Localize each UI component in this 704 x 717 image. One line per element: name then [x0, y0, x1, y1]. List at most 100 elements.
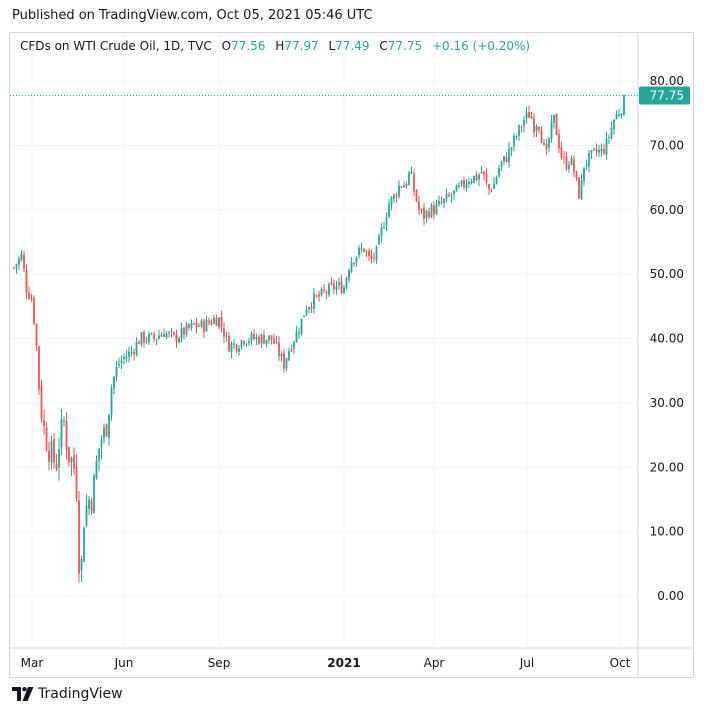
- candle-body: [253, 334, 255, 339]
- last-price-badge: [639, 86, 690, 105]
- candle-body: [108, 414, 110, 438]
- candle-body: [198, 326, 200, 328]
- candle-body: [98, 448, 100, 462]
- candle-body: [230, 343, 233, 352]
- legend-open-label: O: [221, 39, 232, 53]
- candle-body: [593, 148, 595, 150]
- candle-body: [215, 318, 218, 326]
- footer-brand[interactable]: TradingView: [12, 686, 123, 702]
- candle-body: [85, 505, 88, 526]
- candle-body: [535, 126, 538, 132]
- candle-body: [548, 138, 550, 148]
- x-tick-label: Jun: [114, 656, 134, 670]
- legend-change-value: +0.16 (+0.20%): [431, 39, 531, 53]
- candle-body: [605, 138, 608, 155]
- candle-body: [580, 180, 583, 200]
- candle-body: [25, 270, 28, 293]
- candle-body: [105, 424, 108, 437]
- candle-body: [440, 202, 443, 204]
- candle-body: [600, 148, 603, 152]
- candle-body: [143, 331, 145, 343]
- candle-body: [348, 270, 350, 280]
- candle-body: [208, 320, 210, 323]
- last-price-label: 77.75: [650, 88, 684, 102]
- candle-body: [403, 185, 405, 188]
- candle-body: [385, 217, 388, 226]
- candle-body: [133, 352, 135, 355]
- candle-body: [430, 204, 433, 217]
- candle-body: [560, 146, 563, 158]
- candle-body: [520, 126, 523, 128]
- chart-frame: [9, 32, 694, 678]
- candle-body: [228, 336, 230, 352]
- candle-body: [465, 184, 468, 189]
- x-tick-label: Apr: [424, 656, 445, 670]
- candle-body: [290, 349, 293, 351]
- legend-symbol: CFDs on WTI Crude Oil, 1D, TVC: [20, 39, 212, 53]
- legend-low-value: 77.49: [335, 39, 370, 53]
- candle-body: [223, 328, 225, 337]
- candle-body: [48, 451, 50, 462]
- candle-body: [583, 167, 585, 182]
- candle-body: [13, 267, 15, 269]
- y-tick-label: 30.00: [650, 396, 684, 410]
- candle-body: [238, 348, 240, 352]
- candle-body: [598, 150, 600, 153]
- legend-high-label: H: [275, 39, 285, 53]
- candle-body: [618, 114, 620, 116]
- candle-body: [438, 200, 440, 205]
- candle-body: [345, 278, 348, 289]
- tradingview-logo-icon: [12, 687, 34, 701]
- candle-body: [608, 137, 610, 139]
- candle-body: [248, 341, 250, 343]
- candle-body: [220, 317, 223, 327]
- candle-body: [18, 258, 20, 265]
- candle-body: [268, 335, 270, 341]
- candle-body: [563, 157, 565, 159]
- candle-body: [395, 195, 398, 197]
- candle-body: [405, 183, 408, 187]
- candle-body: [320, 288, 323, 296]
- candle-body: [595, 149, 598, 152]
- candle-body: [70, 457, 73, 463]
- candle-body: [303, 315, 305, 318]
- candle-body: [270, 335, 273, 340]
- candle-body: [323, 289, 325, 292]
- legend-close-value: 77.75: [387, 39, 423, 53]
- candle-body: [155, 339, 158, 341]
- candle-body: [338, 282, 340, 286]
- candle-body: [40, 386, 43, 420]
- candle-body: [130, 351, 133, 353]
- candle-body: [533, 118, 535, 133]
- candle-body: [568, 164, 570, 170]
- candle-body: [415, 190, 418, 202]
- candle-body: [123, 357, 125, 359]
- candle-body: [245, 343, 248, 345]
- candle-body: [118, 363, 120, 366]
- candle-body: [475, 174, 478, 181]
- y-tick-label: 60.00: [650, 203, 684, 217]
- candle-body: [335, 286, 338, 290]
- candle-body: [240, 340, 243, 347]
- candle-body: [530, 116, 533, 119]
- candle-body: [565, 156, 568, 170]
- candle-body: [573, 159, 575, 173]
- candle-body: [365, 251, 368, 253]
- candle-body: [273, 338, 275, 344]
- candle-body: [83, 527, 85, 562]
- candle-body: [330, 282, 333, 285]
- y-tick-label: 0.00: [657, 589, 684, 603]
- candle-body: [545, 143, 548, 149]
- candle-body: [585, 165, 588, 167]
- candle-body: [328, 284, 330, 295]
- candle-body: [360, 248, 363, 250]
- candle-body: [175, 333, 178, 342]
- candle-body: [35, 324, 38, 346]
- candle-body: [463, 180, 465, 187]
- candle-body: [163, 334, 165, 338]
- candle-body: [615, 114, 618, 120]
- candle-body: [160, 334, 163, 337]
- candle-body: [210, 322, 213, 325]
- y-tick-label: 10.00: [650, 525, 684, 539]
